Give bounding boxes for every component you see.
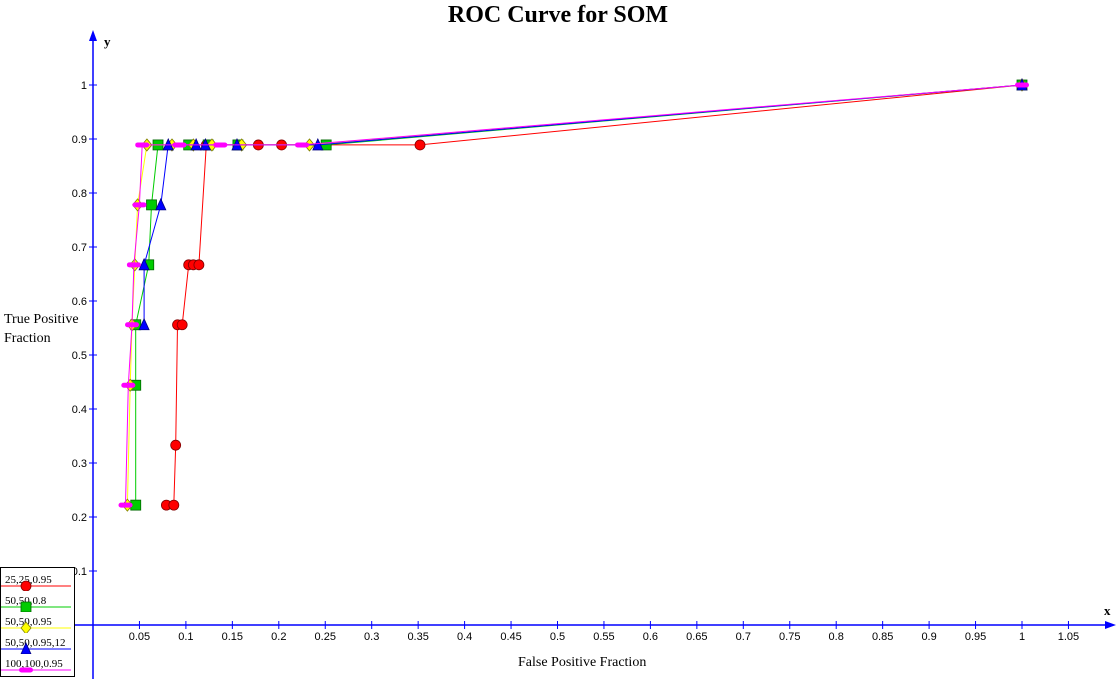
data-point [414, 139, 426, 151]
data-point [132, 202, 147, 208]
legend-swatch [1, 621, 71, 633]
y-tick-label: 0.4 [72, 404, 87, 416]
legend-marker [19, 667, 33, 673]
x-tick-label: 0.65 [686, 631, 707, 643]
y-tick-label: 0.6 [72, 296, 87, 308]
legend-label: 50,50,0.95,12 [5, 637, 66, 649]
chart-title: ROC Curve for SOM [447, 2, 669, 28]
legend-swatch [1, 642, 71, 654]
data-point [1015, 82, 1029, 88]
legend-item: 50,50,0.8 [1, 589, 74, 612]
legend-label: 50,50,0.95 [5, 616, 52, 628]
data-point [121, 382, 136, 388]
axes: x y 0.05 0.1 0.15 0.2 0.25 0.3 0.35 0.4 0.45 0.5 0.5… [8, 30, 1116, 679]
x-axis-letter: x [1104, 603, 1111, 618]
legend-label: 25,25,0.95 [5, 574, 52, 586]
data-point [125, 322, 140, 328]
series-line [135, 84, 1023, 506]
y-tick-label: 0.7 [72, 242, 87, 254]
legend-swatch [1, 580, 71, 591]
y-axis-label: True Positive Fraction [4, 312, 79, 346]
y-tick-label: 0.2 [72, 512, 87, 524]
x-tick-label: 0.15 [222, 631, 243, 643]
legend-marker [20, 580, 32, 591]
y-tick-label: 0.8 [72, 188, 87, 200]
y-axis-arrow [89, 30, 97, 41]
x-tick-label: 0.1 [178, 631, 193, 643]
legend: 25,25,0.95 50,50,0.8 50,50,0.95 50,50,0.95,… [0, 567, 75, 677]
legend-item: 50,50,0.95,12 [1, 631, 74, 654]
x-tick-label: 0.7 [736, 631, 751, 643]
data-point [138, 257, 150, 271]
data-point [213, 142, 228, 148]
x-tick-label: 1.05 [1058, 631, 1079, 643]
x-tick-label: 0.85 [872, 631, 893, 643]
data-point [118, 502, 133, 508]
y-axis-letter: y [104, 34, 111, 49]
data-point [138, 317, 150, 331]
x-tick-label: 0.95 [965, 631, 986, 643]
x-tick-label: 0.8 [829, 631, 844, 643]
legend-marker [20, 642, 32, 654]
legend-item: 50,50,0.95 [1, 610, 74, 633]
series-line [143, 84, 1023, 325]
x-axis-arrow [1105, 621, 1116, 629]
legend-swatch [1, 667, 71, 673]
x-tick-label: 0.05 [129, 631, 150, 643]
legend-marker [20, 621, 32, 633]
y-tick-label: 1 [81, 80, 87, 92]
y-tick-label: 0.5 [72, 350, 87, 362]
x-axis-label: False Positive Fraction [518, 655, 647, 670]
data-point [295, 142, 310, 148]
data-point [155, 197, 167, 211]
data-point [193, 259, 205, 271]
x-tick-label: 0.45 [500, 631, 521, 643]
series-5 [118, 82, 1029, 508]
x-tick-label: 0.6 [643, 631, 658, 643]
x-tick-label: 0.9 [921, 631, 936, 643]
data-point [176, 319, 188, 331]
x-tick-label: 0.55 [593, 631, 614, 643]
x-tick-label: 0.2 [271, 631, 286, 643]
data-point [172, 142, 187, 148]
data-point [168, 499, 180, 511]
legend-item: 100,100,0.95 [1, 652, 74, 673]
y-tick-label: 0.9 [72, 134, 87, 146]
x-tick-label: 0.3 [364, 631, 379, 643]
legend-label: 100,100,0.95 [5, 658, 63, 670]
legend-item: 25,25,0.95 [1, 568, 74, 591]
x-tick-label: 0.25 [315, 631, 336, 643]
y-tick-label: 0.3 [72, 458, 87, 470]
x-tick-label: 0.5 [550, 631, 565, 643]
x-tick-label: 0.4 [457, 631, 472, 643]
legend-marker [20, 601, 32, 612]
data-point [135, 142, 150, 148]
series-layer [118, 78, 1029, 512]
x-tick-label: 0.35 [407, 631, 428, 643]
series-4 [138, 78, 1028, 331]
x-tick-label: 0.75 [779, 631, 800, 643]
data-point [170, 439, 182, 451]
data-point [312, 137, 324, 151]
data-point [146, 199, 157, 211]
series-line [166, 84, 1023, 506]
data-point [126, 262, 141, 268]
y-tick-label: 0.1 [72, 566, 87, 578]
x-tick-label: 1 [1019, 631, 1025, 643]
legend-swatch [1, 601, 71, 612]
legend-label: 50,50,0.8 [5, 595, 47, 607]
series-line [125, 84, 1023, 506]
